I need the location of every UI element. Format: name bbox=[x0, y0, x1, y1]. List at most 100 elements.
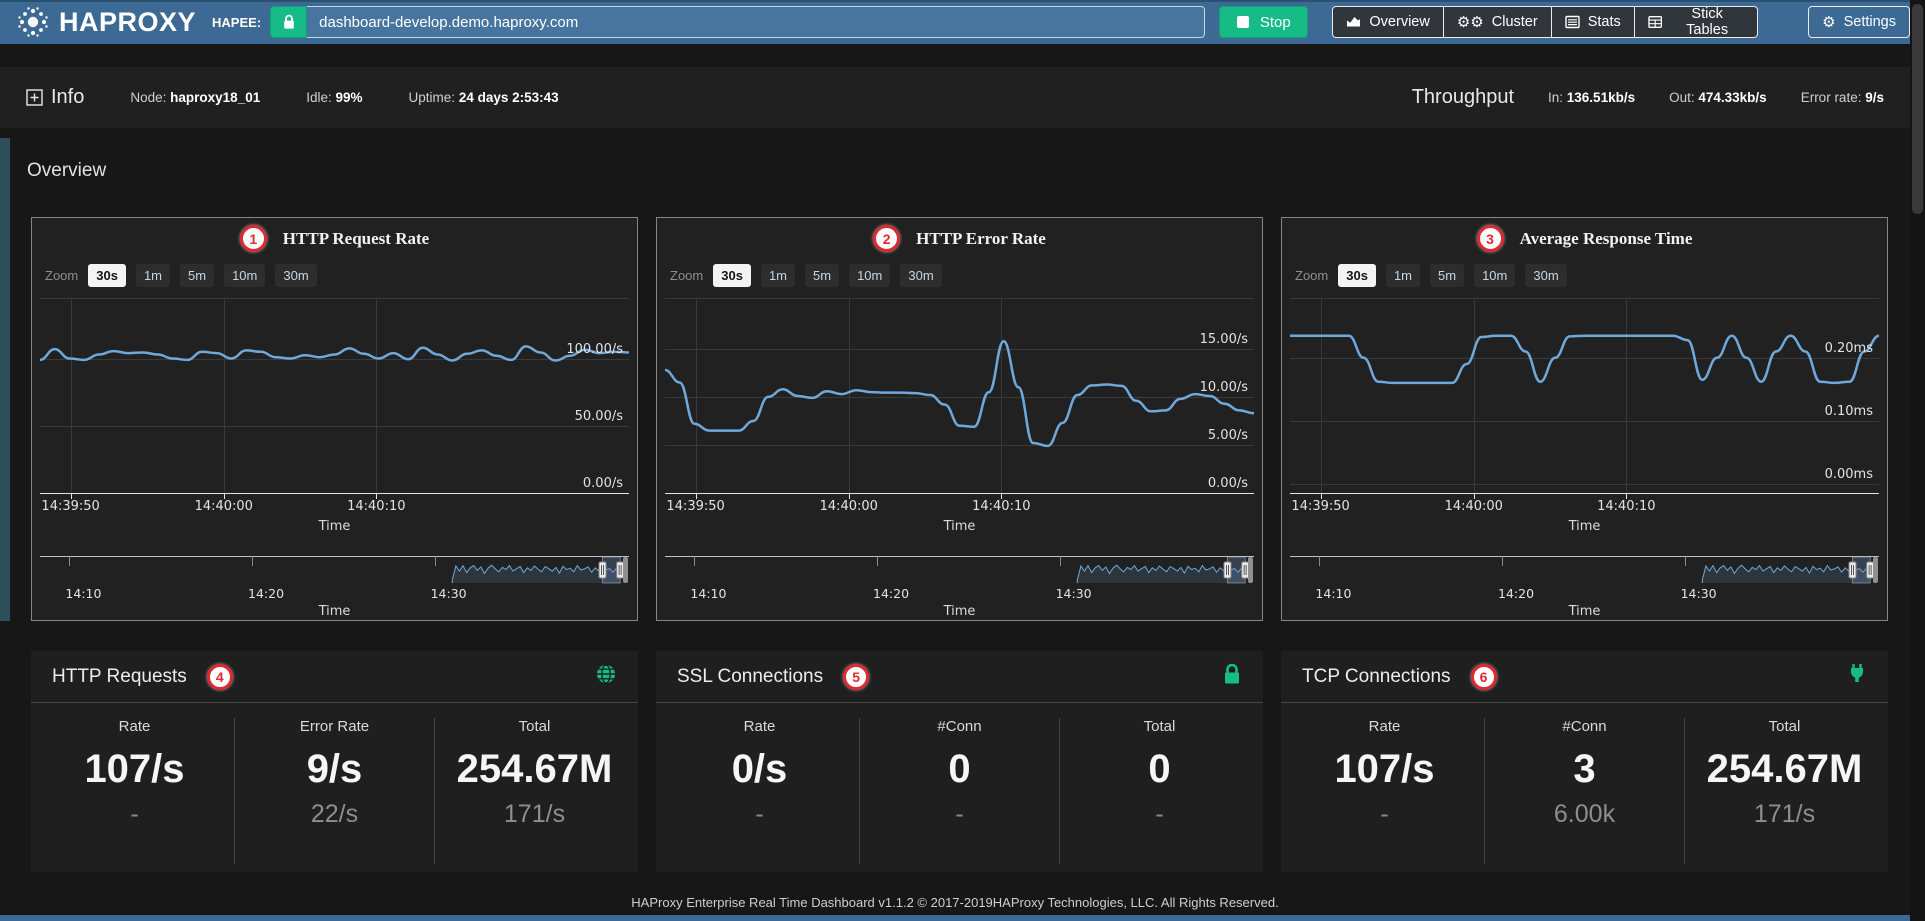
stat-sub: - bbox=[130, 800, 139, 828]
stat-sub: 22/s bbox=[310, 800, 359, 828]
nav-stick-tables-label: Stick Tables bbox=[1686, 6, 1729, 38]
stat-sub: - bbox=[1380, 800, 1389, 828]
zoom-option-30s[interactable]: 30s bbox=[713, 264, 751, 287]
panel-http-request-rate: 1 HTTP Request Rate Zoom 30s 1m 5m 10m 30m 1 0… bbox=[31, 217, 638, 621]
x-axis-tick-label: 14:40:00 bbox=[194, 499, 253, 514]
zoom-option-10m[interactable]: 10m bbox=[1474, 264, 1516, 287]
card-header: SSL Connections 5 bbox=[656, 651, 1263, 703]
stat-value: 9/s bbox=[306, 747, 363, 791]
error-rate: Error rate: 9/s bbox=[1800, 90, 1884, 105]
stop-label: Stop bbox=[1259, 13, 1291, 31]
stat-value: 3 bbox=[1573, 747, 1596, 791]
y-axis-tick-label: 0.00/s bbox=[582, 476, 623, 491]
info-bar-right: Throughput In: 136.51kb/s Out: 474.33kb/… bbox=[1412, 86, 1884, 109]
badge-2: 2 bbox=[873, 225, 901, 252]
hapee-label: HAPEE: bbox=[212, 14, 262, 30]
badge-3: 3 bbox=[1476, 225, 1504, 252]
stat-label: Error Rate bbox=[299, 718, 370, 735]
nav-overview-button[interactable]: Overview bbox=[1332, 6, 1444, 38]
top-nav: Overview ⚙⚙ Cluster Stats Stick Tables bbox=[1332, 6, 1759, 38]
zoom-option-30m[interactable]: 30m bbox=[1525, 264, 1567, 287]
stat-sub: 6.00k bbox=[1553, 800, 1616, 828]
scrollbar[interactable] bbox=[1910, 0, 1925, 921]
badge-6: 6 bbox=[1470, 663, 1497, 690]
url-group bbox=[270, 6, 1206, 38]
y-axis-tick-label: 50.00/s bbox=[574, 408, 623, 424]
navigator-tick-label: 14:10 bbox=[690, 586, 727, 601]
badge-4: 4 bbox=[206, 663, 233, 690]
zoom-label: Zoom bbox=[45, 268, 79, 283]
stat-column: Rate 0/s - bbox=[660, 718, 859, 864]
gear-icon: ⚙ bbox=[1822, 12, 1836, 31]
in-value: 136.51kb/s bbox=[1566, 90, 1636, 105]
stat-label: Rate bbox=[743, 718, 776, 735]
stop-button[interactable]: Stop bbox=[1219, 6, 1309, 38]
zoom-option-5m[interactable]: 5m bbox=[180, 264, 215, 287]
zoom-option-10m[interactable]: 10m bbox=[849, 264, 891, 287]
zoom-option-1m[interactable]: 1m bbox=[760, 264, 795, 287]
x-axis-tick-label: 14:40:00 bbox=[819, 499, 878, 514]
throughput-out: Out: 474.33kb/s bbox=[1669, 90, 1767, 105]
stat-value: 107/s bbox=[1334, 747, 1435, 791]
zoom-option-30m[interactable]: 30m bbox=[275, 264, 317, 287]
stat-sub: - bbox=[955, 800, 964, 828]
nav-stats-button[interactable]: Stats bbox=[1550, 6, 1635, 38]
chart-plot-area[interactable]: 15.00/s 10.00/s 5.00/s 0.00/s 14:39:50 14:40:… bbox=[664, 298, 1255, 514]
scrollbar-thumb[interactable] bbox=[1912, 4, 1923, 214]
zoom-option-10m[interactable]: 10m bbox=[224, 264, 266, 287]
navigator-tick-label: 14:10 bbox=[1315, 586, 1352, 601]
stat-column: Total 254.67M 171/s bbox=[434, 718, 634, 864]
settings-button[interactable]: ⚙ Settings bbox=[1808, 6, 1910, 38]
nav-stick-tables-button[interactable]: Stick Tables bbox=[1633, 6, 1759, 38]
x-axis-title: Time bbox=[943, 519, 976, 534]
zoom-controls: Zoom 30s 1m 5m 10m 30m bbox=[1295, 264, 1567, 287]
error-value: 9/s bbox=[1865, 90, 1884, 105]
nav-cluster-button[interactable]: ⚙⚙ Cluster bbox=[1442, 6, 1552, 38]
chart-title: HTTP Error Rate bbox=[916, 228, 1046, 248]
card-body: Rate 107/s - #Conn 3 6.00k Total 254.67M… bbox=[1281, 703, 1888, 864]
info-title[interactable]: Info bbox=[26, 86, 84, 109]
throughput-title: Throughput bbox=[1411, 86, 1514, 108]
chart-navigator[interactable]: 14:10 14:20 14:30 bbox=[665, 555, 1254, 601]
navigator-tick-label: 14:30 bbox=[1680, 586, 1717, 601]
zoom-option-30s[interactable]: 30s bbox=[1338, 264, 1376, 287]
lock-button[interactable] bbox=[270, 6, 308, 38]
zoom-option-30s[interactable]: 30s bbox=[88, 264, 126, 287]
zoom-option-5m[interactable]: 5m bbox=[805, 264, 840, 287]
chart-navigator[interactable]: 14:10 14:20 14:30 bbox=[40, 555, 629, 601]
list-icon bbox=[1564, 15, 1580, 29]
settings-label: Settings bbox=[1843, 14, 1896, 30]
stat-column: Rate 107/s - bbox=[35, 718, 234, 864]
y-axis-tick-label: 0.00/s bbox=[1207, 476, 1248, 491]
zoom-option-30m[interactable]: 30m bbox=[900, 264, 942, 287]
nav-overview-label: Overview bbox=[1369, 14, 1430, 30]
stat-column: Total 254.67M 171/s bbox=[1684, 718, 1884, 864]
navigator-tick-label: 14:20 bbox=[873, 586, 910, 601]
chart-navigator[interactable]: 14:10 14:20 14:30 bbox=[1290, 555, 1879, 601]
info-label: Info bbox=[51, 86, 85, 108]
node-value: haproxy18_01 bbox=[170, 90, 261, 105]
zoom-option-1m[interactable]: 1m bbox=[135, 264, 170, 287]
badge-1: 1 bbox=[239, 225, 267, 252]
stat-label: #Conn bbox=[1562, 718, 1607, 735]
stat-sub: - bbox=[1155, 800, 1164, 828]
chart-plot-area[interactable]: 100.00/s 50.00/s 0.00/s 14:39:50 14:40:00 14:… bbox=[39, 298, 630, 514]
card-header: TCP Connections 6 bbox=[1281, 651, 1888, 703]
chart-title: Average Response Time bbox=[1519, 228, 1693, 248]
panel-header: 1 HTTP Request Rate bbox=[32, 225, 637, 252]
chart-area-icon bbox=[1347, 17, 1361, 28]
zoom-option-1m[interactable]: 1m bbox=[1385, 264, 1420, 287]
stat-column: Error Rate 9/s 22/s bbox=[234, 718, 434, 864]
card-http-requests: HTTP Requests 4 Rate 107/s - Err bbox=[31, 651, 638, 872]
section-title: Overview bbox=[27, 160, 107, 181]
footer-text: HAProxy Enterprise Real Time Dashboard v… bbox=[631, 895, 1279, 910]
chart-title: HTTP Request Rate bbox=[282, 228, 430, 248]
stat-sub: - bbox=[755, 800, 764, 828]
chart-plot-area[interactable]: 0.20ms 0.10ms 0.00ms 14:39:50 14:40:00 14:40:… bbox=[1290, 298, 1880, 514]
panel-http-error-rate: 2 HTTP Error Rate Zoom 30s 1m 5m 10m 30m 15.0… bbox=[656, 217, 1263, 621]
url-input[interactable] bbox=[307, 6, 1206, 38]
stat-sub: 171/s bbox=[503, 800, 566, 828]
left-edge-strip bbox=[0, 138, 10, 621]
zoom-option-5m[interactable]: 5m bbox=[1430, 264, 1465, 287]
